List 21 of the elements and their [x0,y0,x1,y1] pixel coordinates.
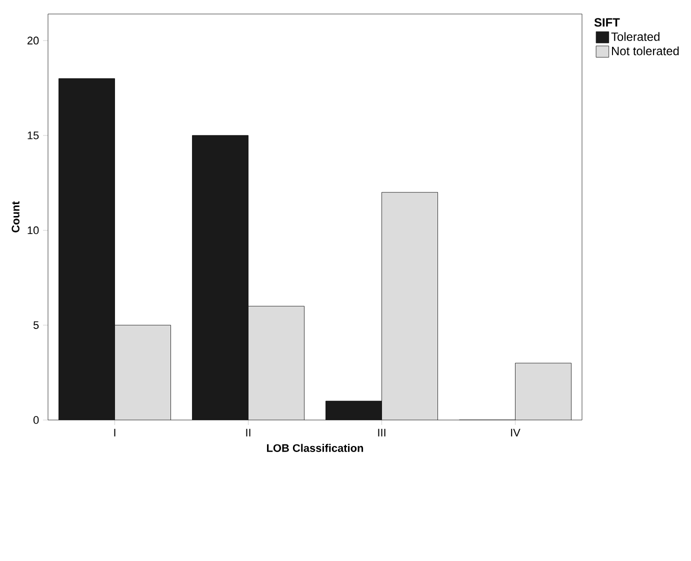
bar [114,325,171,420]
x-axis-title: LOB Classification [267,444,364,452]
y-tick-label: 0 [33,416,39,424]
y-tick-label: 10 [28,226,39,234]
bar [58,78,115,420]
bar [192,135,248,420]
y-tick-label: 15 [28,132,39,140]
bar [248,306,304,420]
bar [382,192,438,420]
legend-label: Tolerated [611,32,660,41]
legend-title: SIFT [594,18,620,27]
y-tick-label: 5 [33,321,39,329]
legend-label: Not tolerated [612,46,679,56]
x-tick-label: III [378,428,386,436]
bar [515,362,572,420]
bar [326,401,382,420]
x-tick-label: I [114,428,116,436]
y-tick-label: 20 [28,36,39,44]
x-tick-label: IV [511,428,520,436]
y-axis-title: Count [12,201,20,232]
x-tick-label: II [246,428,250,436]
